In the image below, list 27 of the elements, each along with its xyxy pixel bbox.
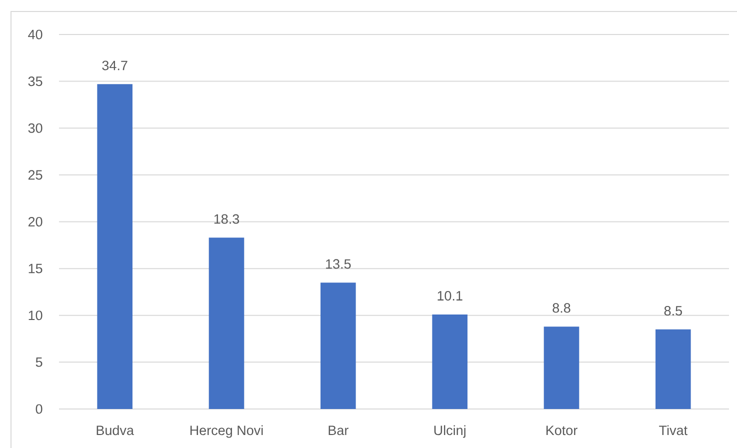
data-label: 10.1 <box>438 291 462 301</box>
y-tick-label: 40 <box>28 30 42 40</box>
y-tick-label: 35 <box>28 76 42 86</box>
y-tick-label: 0 <box>36 404 42 414</box>
x-tick-label: Bar <box>328 426 348 436</box>
y-tick-label: 25 <box>28 170 42 180</box>
y-tick-label: 20 <box>28 216 42 227</box>
data-label: 13.5 <box>326 259 351 269</box>
x-tick-label: Herceg Novi <box>190 425 263 438</box>
y-tick-label: 15 <box>28 264 42 274</box>
bar <box>208 238 244 409</box>
bar <box>97 84 132 409</box>
data-label: 18.3 <box>214 214 240 224</box>
x-tick-label: Ulcinj <box>434 425 466 438</box>
y-tick-label: 10 <box>28 310 42 320</box>
y-tick-label: 30 <box>28 123 42 133</box>
data-label: 34.7 <box>102 60 128 70</box>
bar <box>432 314 468 409</box>
bar <box>320 282 356 409</box>
x-tick-label: Budva <box>96 425 134 436</box>
data-label: 8.8 <box>552 303 570 313</box>
x-tick-label: Tivat <box>659 425 688 436</box>
x-tick-label: Kotor <box>546 426 578 436</box>
bar <box>656 329 691 409</box>
data-label: 8.5 <box>664 306 682 316</box>
bar <box>544 326 580 409</box>
y-tick-label: 5 <box>36 357 42 367</box>
